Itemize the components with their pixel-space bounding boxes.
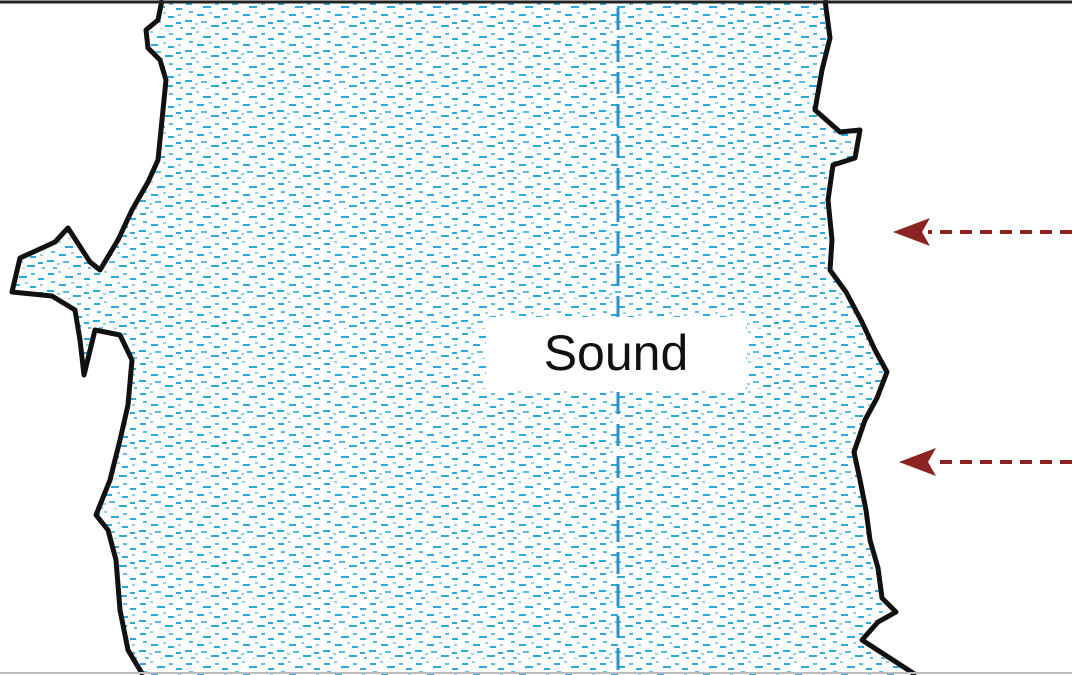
water-body <box>12 0 916 675</box>
west-shoreline <box>9 0 169 675</box>
water-label-box: Sound <box>486 317 746 389</box>
water-label: Sound <box>543 325 689 381</box>
arrow-lower <box>899 448 1072 476</box>
east-shoreline <box>812 0 918 675</box>
arrow-upper <box>893 218 1072 246</box>
